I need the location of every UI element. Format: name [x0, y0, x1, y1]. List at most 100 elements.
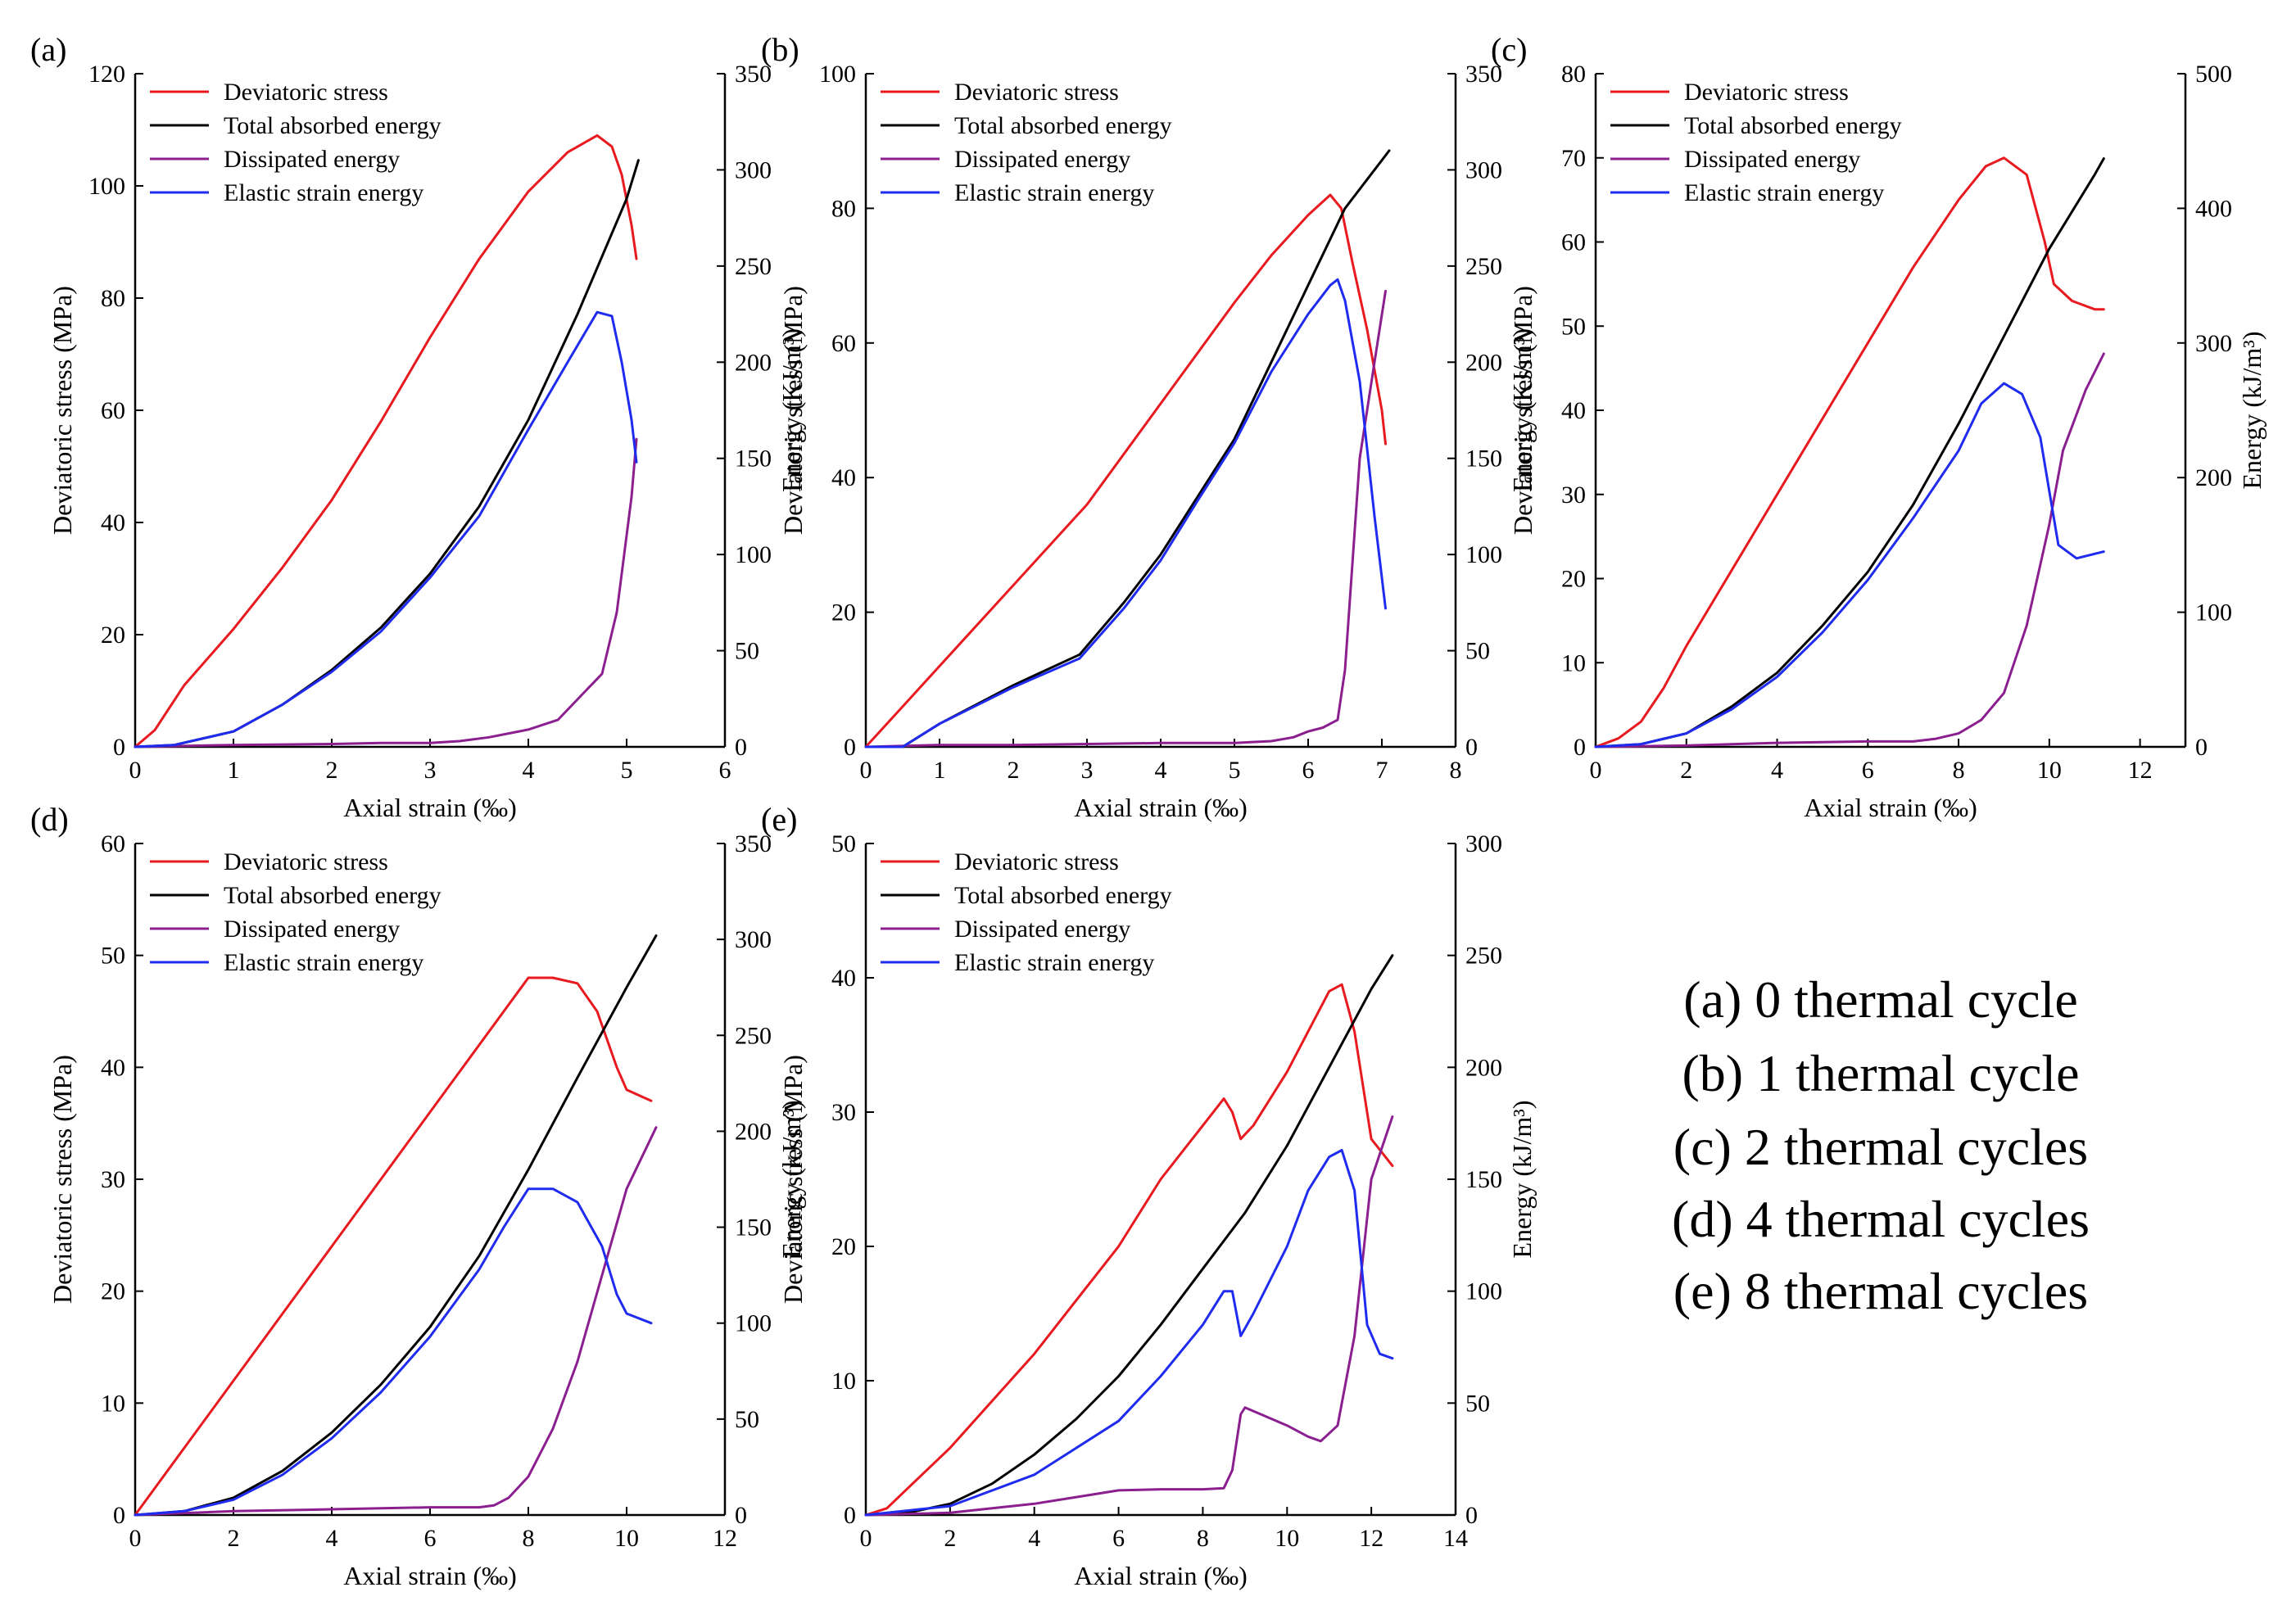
x-tick-label: 5	[621, 757, 633, 784]
y-right-tick-label: 0	[735, 1502, 747, 1529]
x-tick-label: 8	[1197, 1525, 1209, 1552]
series-line-dissipated	[1594, 352, 2105, 748]
y-left-tick-label: 0	[844, 1502, 856, 1529]
y-left-axis-title: Deviatoric stress (MPa)	[778, 286, 808, 535]
y-right-tick-label: 50	[1465, 1390, 1490, 1417]
y-right-tick-label: 300	[1465, 156, 1502, 183]
y-left-tick-label: 40	[1561, 397, 1586, 424]
y-left-tick-label: 30	[1561, 482, 1586, 509]
legend-label: Total absorbed energy	[954, 882, 1172, 909]
series-line-dissipated	[864, 289, 1387, 748]
x-tick-label: 3	[1081, 757, 1094, 784]
y-right-tick-label: 200	[735, 1118, 772, 1145]
y-right-tick-label: 250	[1465, 253, 1502, 280]
x-tick-label: 2	[1008, 757, 1020, 784]
legend-label: Deviatoric stress	[224, 79, 388, 106]
y-right-tick-label: 100	[1465, 1278, 1502, 1305]
caption-line: (b) 1 thermal cycle	[1682, 1044, 2079, 1102]
y-right-tick-label: 150	[735, 445, 772, 473]
y-right-tick-label: 250	[735, 1022, 772, 1049]
y-left-axis-title: Deviatoric stress (MPa)	[48, 286, 77, 535]
y-left-tick-label: 0	[113, 1502, 125, 1529]
y-right-tick-label: 100	[735, 1310, 772, 1337]
y-right-tick-label: 50	[735, 1406, 759, 1433]
series-line-stress	[864, 983, 1394, 1517]
legend-label: Elastic strain energy	[954, 179, 1154, 206]
series-line-elastic	[864, 278, 1387, 748]
caption-line: (a) 0 thermal cycle	[1683, 970, 2078, 1029]
y-right-tick-label: 400	[2195, 195, 2232, 222]
y-left-tick-label: 20	[101, 1278, 125, 1305]
x-tick-label: 12	[713, 1525, 737, 1552]
y-right-tick-label: 0	[2195, 734, 2208, 761]
y-left-tick-label: 80	[101, 285, 125, 312]
y-left-tick-label: 80	[1561, 61, 1586, 88]
y-right-tick-label: 100	[735, 541, 772, 568]
y-right-tick-label: 300	[2195, 330, 2232, 357]
y-left-tick-label: 40	[101, 509, 125, 536]
y-right-tick-label: 150	[1465, 445, 1502, 473]
x-tick-label: 0	[129, 757, 142, 784]
y-left-tick-label: 60	[831, 330, 856, 357]
legend-label: Elastic strain energy	[224, 179, 423, 206]
x-tick-label: 4	[326, 1525, 338, 1552]
chart-panel: 0 2 4 6 8 10 120102030405060050100150200250300…	[30, 801, 806, 1590]
y-left-tick-label: 0	[1574, 734, 1586, 761]
x-tick-label: 0	[129, 1525, 142, 1552]
y-left-tick-label: 20	[831, 599, 856, 626]
series-line-elastic	[134, 1187, 653, 1517]
chart-panel: 0 2 4 6 8 10 12 1401020304050050100150200250300…	[761, 801, 1537, 1590]
x-tick-label: 2	[228, 1525, 240, 1552]
y-right-tick-label: 0	[1465, 734, 1478, 761]
y-right-tick-label: 150	[1465, 1166, 1502, 1193]
x-tick-label: 4	[1771, 757, 1783, 784]
chart-panel: 0 2 4 6 8 10 12 0 10 20 30 40 50 60 70 80 0 100 200 300 400 5…	[1491, 31, 2267, 822]
y-right-tick-label: 100	[2195, 599, 2232, 626]
series-line-total	[134, 934, 658, 1517]
y-left-tick-label: 10	[1561, 649, 1586, 676]
x-tick-label: 10	[1275, 1525, 1299, 1552]
x-tick-label: 6	[424, 1525, 437, 1552]
y-right-tick-label: 200	[2195, 464, 2232, 491]
legend-label: Dissipated energy	[224, 916, 400, 943]
x-tick-label: 14	[1443, 1525, 1468, 1552]
legend-label: Deviatoric stress	[1684, 79, 1849, 106]
series-line-stress	[864, 193, 1387, 748]
x-tick-label: 12	[2128, 757, 2153, 784]
legend-label: Dissipated energy	[224, 146, 400, 173]
y-left-tick-label: 20	[1561, 566, 1586, 593]
y-left-tick-label: 0	[113, 734, 125, 761]
panel-label: (a)	[30, 31, 66, 68]
x-tick-label: 8	[1450, 757, 1462, 784]
x-tick-label: 8	[1953, 757, 1965, 784]
x-tick-label: 10	[614, 1525, 639, 1552]
y-left-tick-label: 0	[844, 734, 856, 761]
x-tick-label: 6	[1862, 757, 1874, 784]
y-right-tick-label: 350	[735, 830, 772, 857]
caption-line: (d) 4 thermal cycles	[1672, 1190, 2090, 1248]
y-left-tick-label: 70	[1561, 145, 1586, 172]
x-axis-title: Axial strain (‰)	[1804, 793, 1977, 822]
series-line-elastic	[1594, 382, 2105, 748]
panel-label: (e)	[761, 801, 797, 838]
y-right-tick-label: 250	[1465, 943, 1502, 970]
y-left-tick-label: 100	[88, 173, 125, 200]
legend-label: Dissipated energy	[954, 916, 1130, 943]
figure-caption: (a) 0 thermal cycle (b) 1 thermal cycle …	[1672, 970, 2090, 1320]
y-right-tick-label: 300	[1465, 830, 1502, 857]
y-left-tick-label: 30	[101, 1166, 125, 1193]
legend-label: Deviatoric stress	[224, 848, 388, 875]
series-line-stress	[134, 976, 653, 1517]
y-left-tick-label: 120	[88, 61, 125, 88]
panel-label: (c)	[1491, 31, 1527, 68]
x-tick-label: 2	[326, 757, 338, 784]
y-left-tick-label: 100	[819, 61, 856, 88]
y-right-tick-label: 0	[735, 734, 747, 761]
y-right-tick-label: 300	[735, 156, 772, 183]
y-right-axis-title: Energy (KJ/m³)	[777, 328, 806, 492]
series-line-stress	[1594, 156, 2105, 748]
y-left-tick-label: 60	[101, 830, 125, 857]
y-left-tick-label: 50	[831, 830, 856, 857]
series-line-total	[1594, 157, 2105, 748]
